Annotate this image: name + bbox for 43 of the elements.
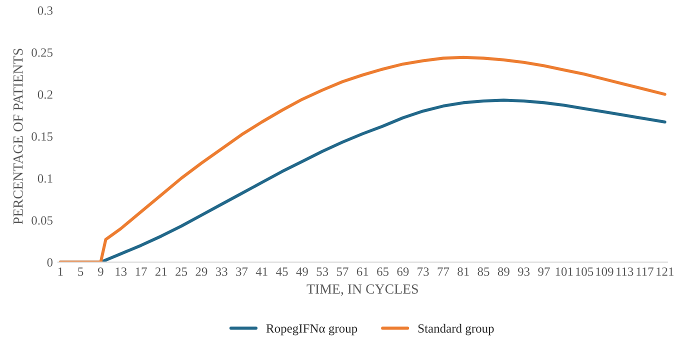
x-tick-label: 81 [458, 267, 469, 276]
x-tick-label: 85 [478, 267, 490, 276]
x-tick-label: 69 [397, 267, 409, 276]
y-tick-label: 0.25 [32, 48, 53, 57]
x-tick-label: 117 [636, 267, 654, 276]
y-tick-label: 0.05 [32, 216, 53, 225]
x-tick-label: 121 [656, 267, 674, 276]
x-tick-label: 97 [538, 267, 550, 276]
x-tick-label: 5 [78, 268, 84, 276]
legend-label: Standard group [418, 324, 494, 336]
x-tick-label: 105 [576, 267, 594, 276]
x-tick-label: 25 [176, 267, 188, 276]
x-tick-label: 33 [216, 267, 228, 276]
x-tick-label: 77 [438, 268, 450, 276]
x-tick-label: 101 [556, 267, 573, 276]
x-tick-label: 41 [256, 267, 268, 276]
x-tick-label: 113 [616, 267, 634, 276]
x-tick-label: 21 [155, 267, 167, 276]
x-tick-label: 53 [316, 267, 328, 276]
x-tick-label: 17 [136, 267, 147, 276]
x-tick-label: 13 [116, 267, 127, 276]
y-tick-label: 0.15 [32, 132, 53, 141]
x-tick-label: 29 [196, 267, 208, 276]
legend-label: RopegIFNα group [266, 324, 358, 336]
x-tick-label: 93 [518, 267, 530, 276]
x-tick-label: 61 [356, 267, 368, 276]
x-tick-label: 109 [596, 267, 614, 276]
x-tick-label: 73 [418, 267, 429, 276]
x-tick-label: 1 [58, 267, 63, 276]
y-tick-label: 0.2 [38, 90, 52, 99]
x-tick-label: 49 [296, 267, 308, 276]
x-tick-label: 45 [276, 268, 288, 276]
x-tick-label: 37 [236, 267, 248, 276]
x-tick-label: 9 [98, 267, 104, 276]
y-tick-label: 0 [47, 258, 53, 267]
x-tick-label: 65 [377, 267, 389, 276]
x-tick-label: 89 [498, 267, 510, 276]
y-tick-label: 0.1 [38, 174, 52, 183]
y-axis-title: PERCENTAGE OF PATIENTS [13, 48, 23, 224]
y-tick-label: 0.3 [38, 6, 53, 15]
line-series [58, 56, 666, 262]
x-axis-title: TIME, IN CYCLES [306, 284, 418, 296]
x-tick-label: 57 [336, 268, 348, 276]
